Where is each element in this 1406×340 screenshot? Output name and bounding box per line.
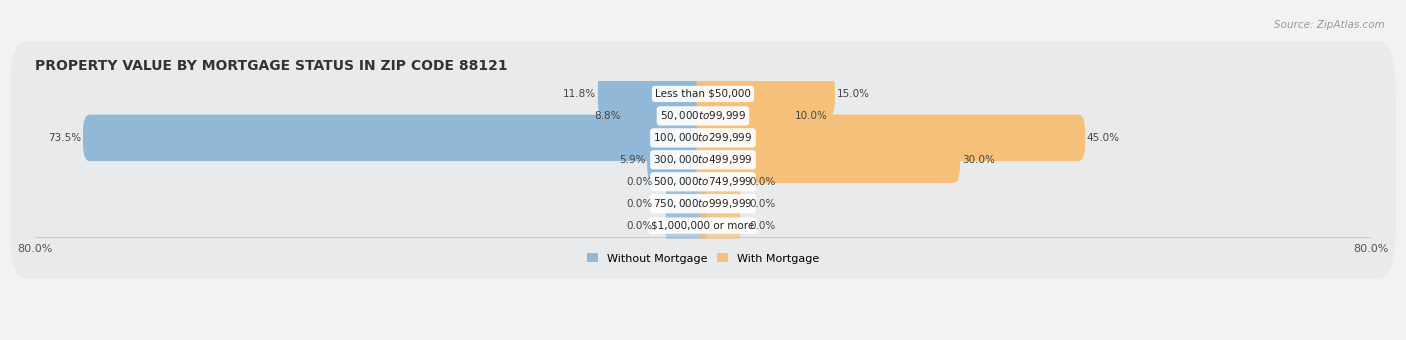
Text: 73.5%: 73.5% [48,133,82,143]
Text: 10.0%: 10.0% [794,111,828,121]
Text: 0.0%: 0.0% [627,177,652,187]
FancyBboxPatch shape [665,165,707,199]
Text: $750,000 to $999,999: $750,000 to $999,999 [654,197,752,210]
FancyBboxPatch shape [83,115,710,161]
Legend: Without Mortgage, With Mortgage: Without Mortgage, With Mortgage [582,249,824,268]
FancyBboxPatch shape [10,129,1396,235]
FancyBboxPatch shape [10,63,1396,169]
FancyBboxPatch shape [696,71,835,117]
Text: PROPERTY VALUE BY MORTGAGE STATUS IN ZIP CODE 88121: PROPERTY VALUE BY MORTGAGE STATUS IN ZIP… [35,59,508,73]
Text: $100,000 to $299,999: $100,000 to $299,999 [654,131,752,144]
FancyBboxPatch shape [696,93,793,139]
Text: 5.9%: 5.9% [619,155,645,165]
Text: 30.0%: 30.0% [962,155,994,165]
FancyBboxPatch shape [598,71,710,117]
Text: $300,000 to $499,999: $300,000 to $499,999 [654,153,752,166]
Text: 0.0%: 0.0% [627,221,652,231]
FancyBboxPatch shape [10,173,1396,278]
Text: 0.0%: 0.0% [627,199,652,209]
FancyBboxPatch shape [10,41,1396,147]
FancyBboxPatch shape [10,107,1396,213]
Text: Less than $50,000: Less than $50,000 [655,89,751,99]
Text: $1,000,000 or more: $1,000,000 or more [651,221,755,231]
FancyBboxPatch shape [647,137,710,183]
Text: $500,000 to $749,999: $500,000 to $749,999 [654,175,752,188]
FancyBboxPatch shape [699,209,741,242]
FancyBboxPatch shape [696,115,1085,161]
Text: 45.0%: 45.0% [1087,133,1119,143]
FancyBboxPatch shape [10,151,1396,257]
Text: 0.0%: 0.0% [749,199,775,209]
FancyBboxPatch shape [10,85,1396,191]
Text: $50,000 to $99,999: $50,000 to $99,999 [659,109,747,122]
Text: 0.0%: 0.0% [749,221,775,231]
FancyBboxPatch shape [665,209,707,242]
FancyBboxPatch shape [696,137,960,183]
Text: Source: ZipAtlas.com: Source: ZipAtlas.com [1274,20,1385,30]
Text: 15.0%: 15.0% [837,89,869,99]
FancyBboxPatch shape [623,93,710,139]
Text: 0.0%: 0.0% [749,177,775,187]
Text: 11.8%: 11.8% [562,89,596,99]
Text: 8.8%: 8.8% [595,111,621,121]
FancyBboxPatch shape [699,187,741,220]
FancyBboxPatch shape [699,165,741,199]
FancyBboxPatch shape [665,187,707,220]
